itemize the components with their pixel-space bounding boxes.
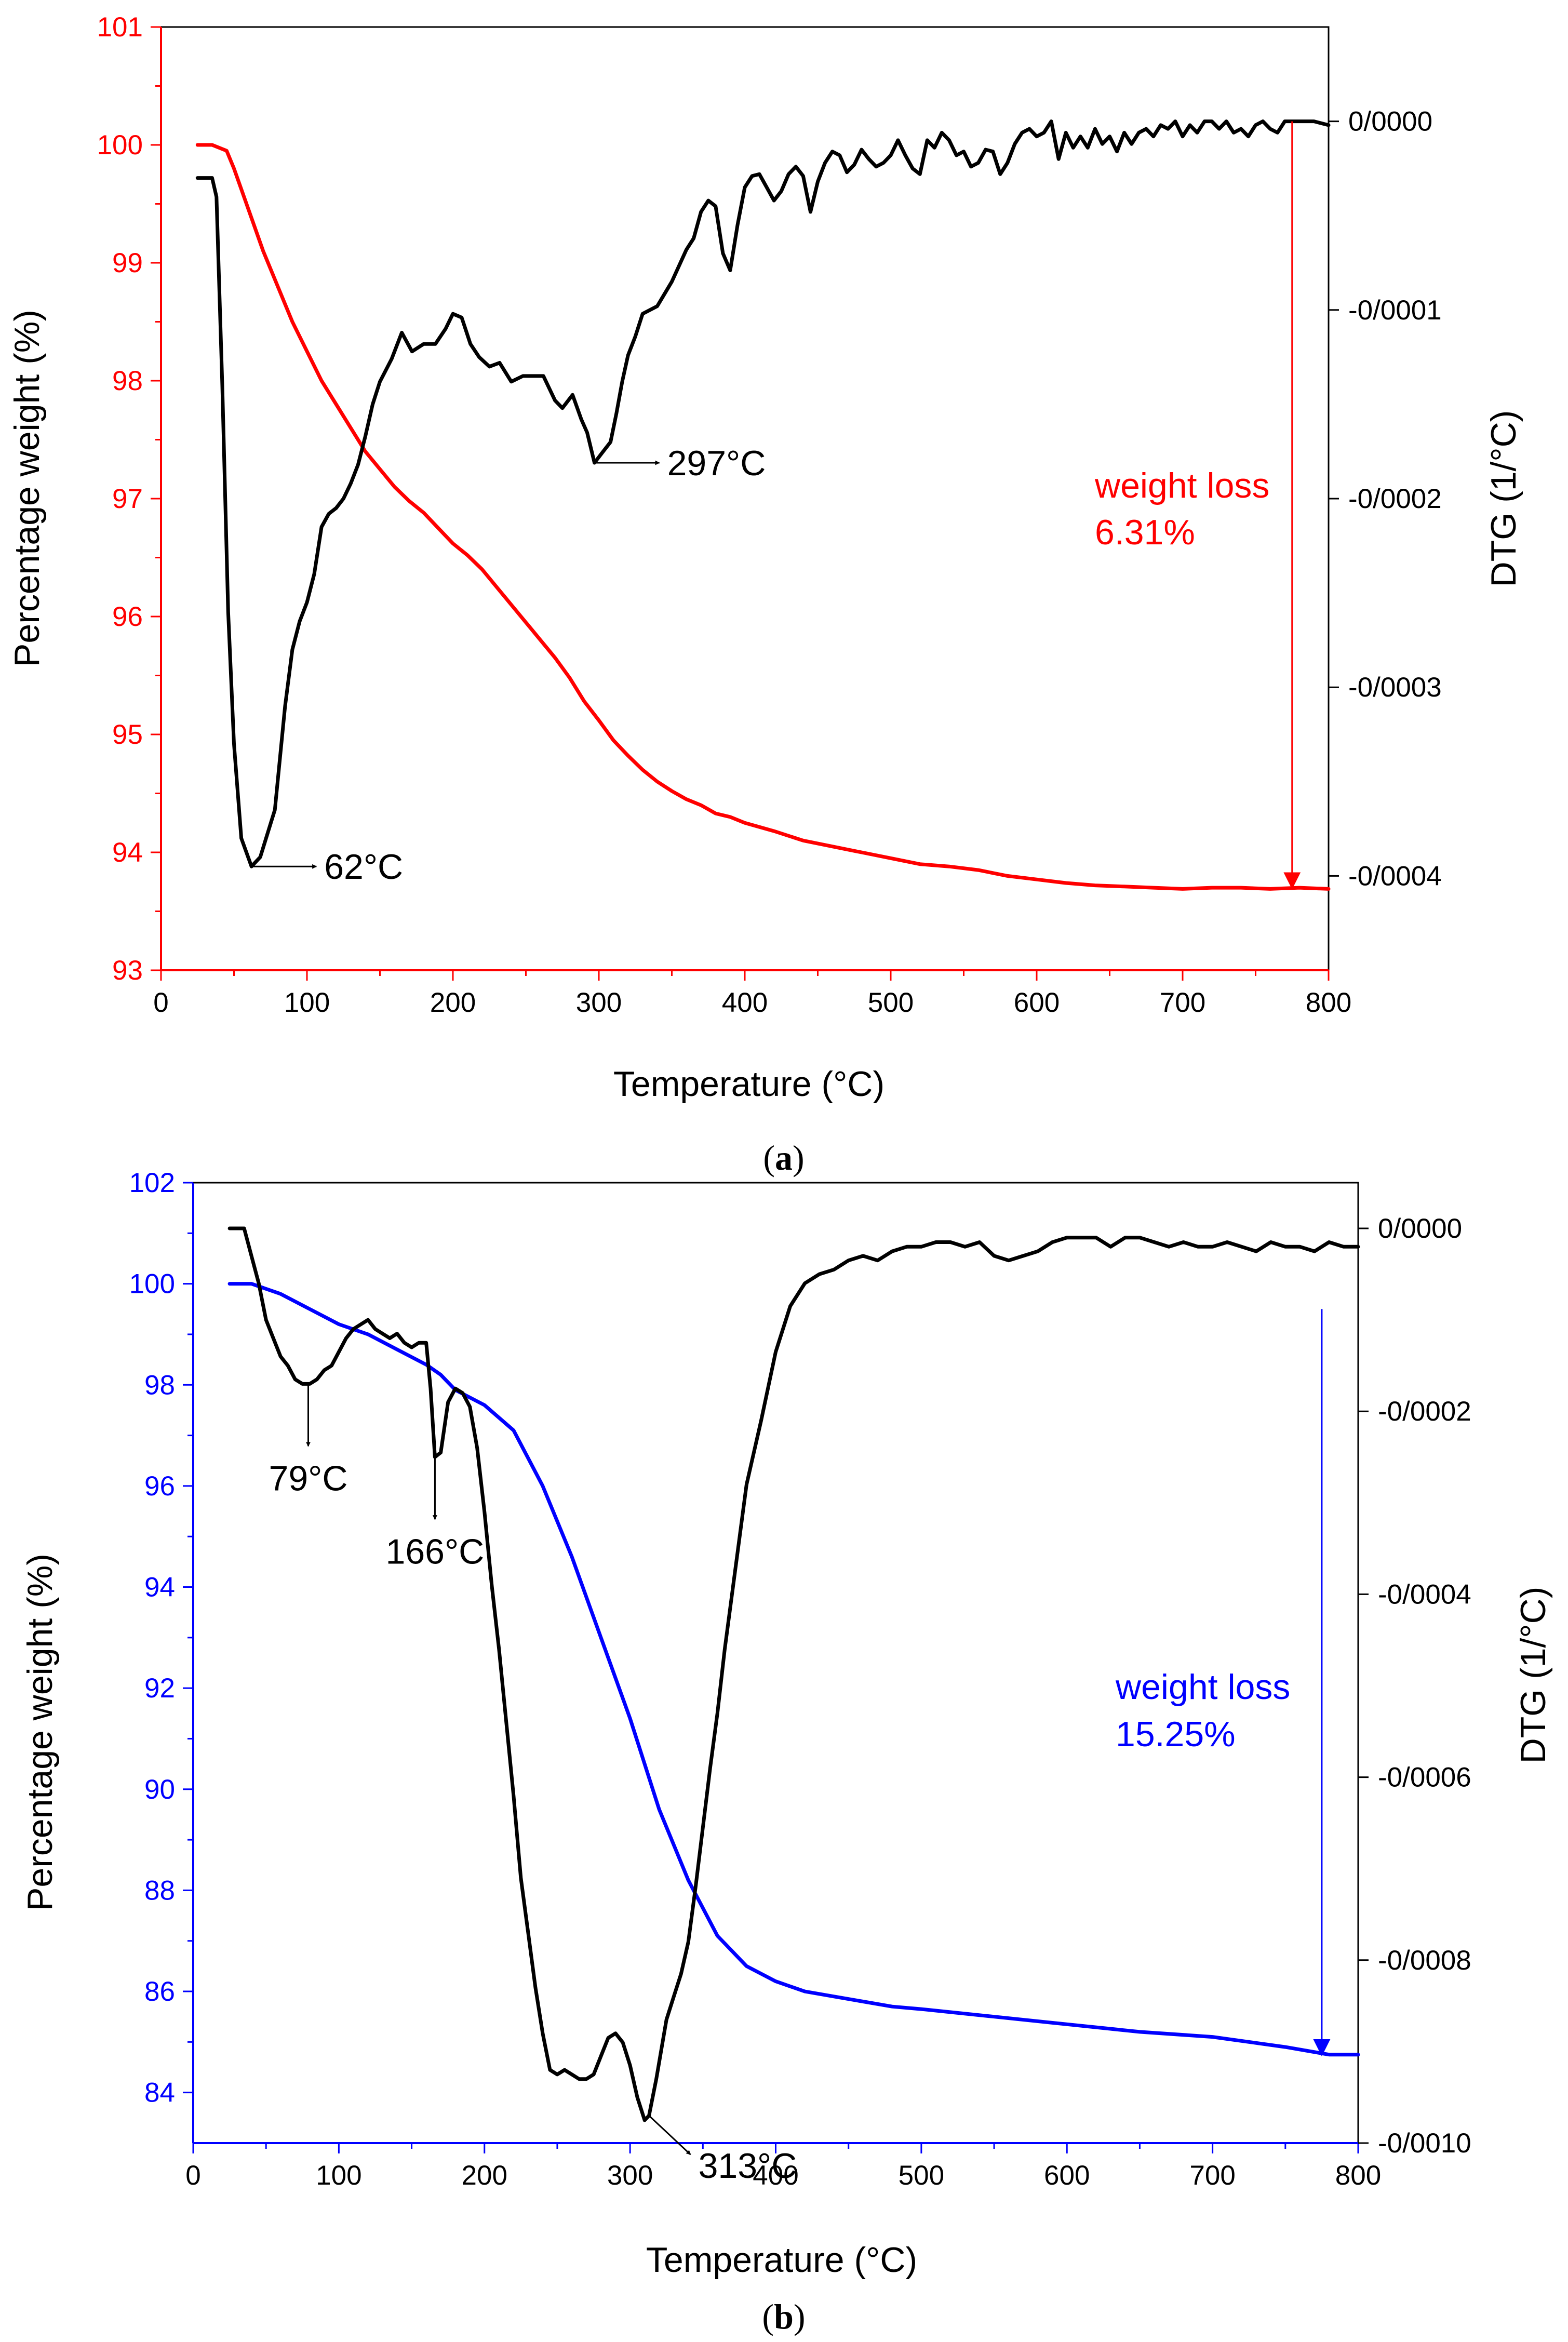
panel-b-weight-loss-value: 15.25%	[1116, 1715, 1236, 1754]
panel-b-weight-curve	[227, 1282, 1360, 2057]
panel-b-left-tick-label: 100	[129, 1269, 175, 1300]
panel-a-left-tick-label: 100	[97, 130, 143, 160]
panel-a-left-axis-title: Percentage weight (%)	[7, 310, 47, 667]
panel-b-left-tick-label: 98	[144, 1370, 175, 1400]
panel-b-left-tick-label: 90	[144, 1774, 175, 1805]
panel-b-marks: 0 100 200 300 400 500 600 700 800 84 86 88 90 92 94 96 9…	[129, 1168, 1471, 2191]
panel-b-right-tick-label: -0/0002	[1378, 1396, 1471, 1427]
panel-b-peak-arrow	[648, 2115, 691, 2156]
panel-b-left-tick-label: 96	[144, 1471, 175, 1502]
panel-b-right-tick-label: -0/0010	[1378, 2128, 1471, 2159]
panel-a-x-tick-label: 500	[868, 987, 914, 1018]
panel-b-left-tick-label: 86	[144, 1976, 175, 2007]
panel-a-x-tick-label: 100	[284, 987, 330, 1018]
panel-b-plot-frame	[192, 1182, 1359, 2144]
panel-a-x-tick-label: 600	[1014, 987, 1060, 1018]
panel-a-x-tick-label: 300	[576, 987, 622, 1018]
panel-a-right-tick-label: -0/0002	[1348, 484, 1442, 514]
panel-b-peak-label: 79°C	[269, 1458, 348, 1498]
panel-a-x-tick-label: 200	[430, 987, 476, 1018]
panel-b-left-tick-label: 102	[129, 1168, 175, 1198]
panel-a-left-tick-label: 98	[112, 366, 143, 396]
panel-b-left-axis-title: Percentage weight (%)	[20, 1554, 60, 1911]
panel-b-left-tick-label: 94	[144, 1572, 175, 1603]
panel-b-x-tick-label: 600	[1044, 2160, 1090, 2191]
panel-b-x-tick-label: 200	[462, 2160, 507, 2191]
panel-b-right-tick-label: -0/0004	[1378, 1579, 1471, 1610]
panel-b-x-tick-label: 500	[899, 2160, 944, 2191]
panel-a-right-tick-label: -0/0004	[1348, 861, 1442, 891]
panel-a-left-tick-label: 93	[112, 955, 143, 986]
panel-a-weight-loss-value: 6.31%	[1095, 513, 1195, 552]
panel-a-right-tick-label: -0/0003	[1348, 672, 1442, 703]
panel-b-x-tick-label: 700	[1189, 2160, 1235, 2191]
panel-b-left-tick-label: 88	[144, 1875, 175, 1906]
panel-a-x-tick-label: 700	[1160, 987, 1205, 1018]
panel-b-left-tick-label: 84	[144, 2078, 175, 2108]
panel-b-right-tick-label: -0/0006	[1378, 1762, 1471, 1793]
panel-b-x-tick-label: 400	[753, 2160, 798, 2191]
panel-b-x-tick-label: 800	[1335, 2160, 1381, 2191]
panel-a-caption: (a)	[763, 1138, 804, 1177]
panel-a-left-tick-label: 96	[112, 601, 143, 632]
panel-a-caption-open: (	[763, 1138, 775, 1177]
panel-b-caption-close: )	[794, 2297, 806, 2336]
panel-a-right-axis-title: DTG (1/°C)	[1484, 410, 1523, 587]
panel-b-right-tick-label: -0/0008	[1378, 1945, 1471, 1976]
panel-b-right-tick-label: 0/0000	[1378, 1213, 1462, 1244]
panel-a-left-tick-label: 99	[112, 248, 143, 278]
panel-a-x-tick-label: 0	[153, 987, 168, 1018]
panel-a-dtg-curve	[195, 119, 1331, 868]
panel-a-peak-label: 297°C	[667, 444, 766, 483]
panel-b-caption: (b)	[762, 2297, 805, 2336]
panel-a-caption-close: )	[793, 1138, 805, 1177]
panel-b-x-tick-label: 300	[607, 2160, 653, 2191]
panel-b-peak-label: 166°C	[386, 1532, 485, 1571]
panel-b-x-tick-label: 0	[185, 2160, 200, 2191]
panel-b-weight-loss-label: weight loss	[1115, 1667, 1290, 1707]
panel-a-x-tick-label: 400	[722, 987, 768, 1018]
panel-b-right-axis-title: DTG (1/°C)	[1513, 1587, 1553, 1764]
panel-a-left-tick-label: 97	[112, 484, 143, 514]
panel-b-caption-open: (	[762, 2297, 774, 2336]
panel-b-chart: 0 100 200 300 400 500 600 700 800 84 86 88 90 92 94 96 9…	[20, 1168, 1553, 2336]
panel-b-x-tick-label: 100	[316, 2160, 361, 2191]
panel-b-x-axis-title: Temperature (°C)	[646, 2240, 917, 2280]
panel-b-left-tick-label: 92	[144, 1673, 175, 1704]
panel-a-chart: 0 100 200 300 400 500 600 700 800 93 94 95 96 97 98 99 1…	[7, 12, 1523, 1177]
panel-a-weight-curve	[195, 143, 1331, 891]
panel-a-x-axis-title: Temperature (°C)	[613, 1064, 884, 1104]
panel-b-peak-label: 313°C	[699, 2146, 797, 2186]
panel-a-left-tick-label: 101	[97, 12, 143, 43]
panel-b-dtg-curve	[227, 1226, 1360, 2122]
panel-a-peak-label: 62°C	[324, 847, 403, 887]
panel-a-right-tick-label: 0/0000	[1348, 106, 1432, 137]
panel-a-left-tick-label: 94	[112, 837, 143, 868]
panel-a-left-tick-label: 95	[112, 719, 143, 750]
panel-a-x-tick-label: 800	[1306, 987, 1351, 1018]
panel-a-marks: 0 100 200 300 400 500 600 700 800 93 94 95 96 97 98 99 1…	[97, 12, 1442, 1018]
panel-a-weight-loss-label: weight loss	[1094, 466, 1269, 505]
panel-a-caption-letter: a	[775, 1138, 793, 1177]
panel-a-right-tick-label: -0/0001	[1348, 295, 1442, 326]
panel-b-caption-letter: b	[774, 2297, 794, 2336]
